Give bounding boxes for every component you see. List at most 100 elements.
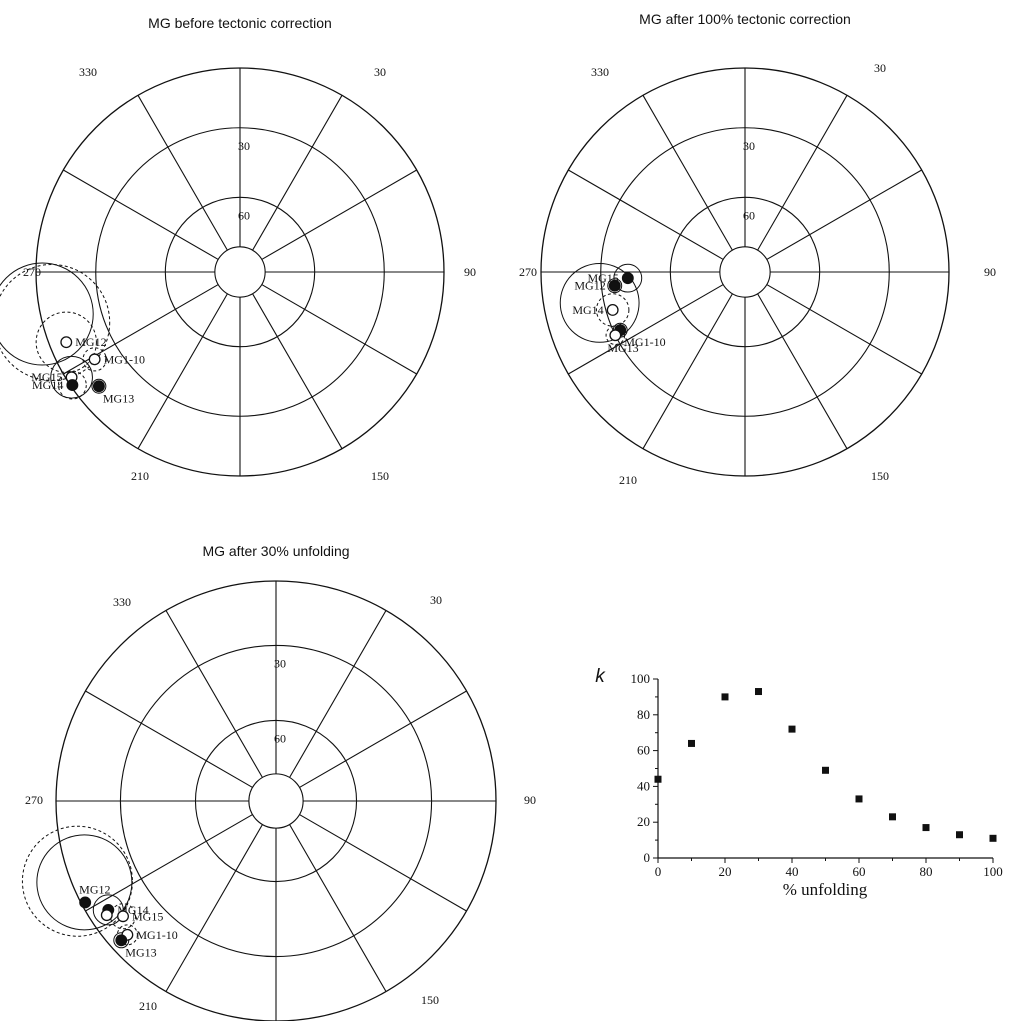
site-label-MG15: MG15	[31, 370, 62, 384]
azimuth-label-210: 210	[139, 999, 157, 1013]
data-point-10	[989, 834, 997, 842]
azimuth-spoke-210	[165, 824, 263, 992]
azimuth-label-30: 30	[430, 593, 442, 607]
azimuth-spoke-150	[289, 824, 387, 992]
azimuth-spoke-30	[757, 95, 848, 251]
azimuth-label-90: 90	[464, 265, 476, 279]
site-marker-MG13	[92, 380, 105, 393]
data-point-0	[654, 775, 662, 783]
a95-circle-MG14	[57, 370, 87, 400]
site-marker-MG12	[60, 336, 73, 349]
inclination-ring-80	[719, 246, 771, 298]
site-marker-MG12	[608, 279, 621, 292]
data-point-6	[855, 795, 863, 803]
a95-circle-mean-6	[0, 262, 94, 366]
site-marker-MG13	[115, 934, 128, 947]
site-marker-MG13	[609, 329, 622, 342]
azimuth-label-270: 270	[23, 265, 41, 279]
azimuth-label-270: 270	[25, 793, 43, 807]
x-axis-label: % unfolding	[783, 880, 868, 899]
inclination-label-60: 60	[274, 731, 286, 745]
azimuth-label-210: 210	[619, 473, 637, 487]
chart-title: MG after 100% tectonic correction	[639, 11, 851, 27]
site-label-MG14: MG14	[572, 303, 603, 317]
azimuth-spoke-210	[137, 293, 228, 449]
azimuth-spoke-120	[766, 284, 922, 375]
site-marker-MG14	[66, 379, 79, 392]
a95-circle-MG1-10	[82, 347, 107, 372]
site-marker-MG15	[117, 910, 129, 923]
data-point-8	[922, 824, 930, 832]
azimuth-label-330: 330	[79, 65, 97, 79]
a95-circle-mean-7	[21, 825, 133, 937]
data-point-2	[721, 693, 729, 701]
data-point-1	[688, 739, 695, 747]
y-tick-label-0: 0	[644, 850, 651, 865]
site-label-MG13: MG13	[103, 391, 134, 405]
site-label-MG12: MG12	[574, 279, 605, 293]
site-marker-MG1-10	[88, 353, 101, 366]
site-marker-MG14	[606, 303, 619, 316]
azimuth-spoke-60	[299, 690, 467, 788]
data-point-4	[788, 725, 796, 733]
azimuth-spoke-120	[299, 814, 467, 912]
azimuth-spoke-210	[642, 293, 733, 449]
azimuth-label-150: 150	[371, 469, 389, 483]
a95-circle-MG15	[50, 355, 93, 399]
y-tick-label-80: 80	[637, 707, 650, 722]
stereonet-before-correction: MG before tectonic correction 30 90 150 210 2…	[0, 15, 476, 483]
x-tick-label-40: 40	[786, 864, 799, 879]
site-marker-MG15	[621, 272, 634, 285]
x-tick-label-100: 100	[983, 864, 1003, 879]
azimuth-spoke-300	[63, 169, 219, 260]
a95-circle-MG14	[595, 293, 630, 327]
inclination-label-30: 30	[238, 139, 250, 153]
azimuth-spoke-240	[568, 284, 724, 375]
azimuth-label-150: 150	[421, 993, 439, 1007]
a95-circle-MG12	[35, 311, 97, 373]
x-tick-label-0: 0	[655, 864, 662, 879]
a95-circle-mean-6	[36, 834, 133, 931]
azimuth-spoke-330	[137, 95, 228, 251]
azimuth-spoke-330	[642, 95, 733, 251]
azimuth-spoke-150	[757, 293, 848, 449]
chart-title: MG before tectonic correction	[148, 15, 332, 31]
site-label-MG14: MG14	[32, 378, 63, 392]
azimuth-spoke-60	[766, 169, 922, 260]
azimuth-label-330: 330	[113, 595, 131, 609]
azimuth-label-90: 90	[524, 793, 536, 807]
x-tick-label-80: 80	[920, 864, 933, 879]
chart-title: MG after 30% unfolding	[202, 543, 349, 559]
a95-circle-mean-5	[559, 262, 640, 343]
azimuth-spoke-240	[85, 814, 253, 912]
stereonet-after-30-unfolding: MG after 30% unfolding 30 90 150 210 270 330 30…	[21, 543, 536, 1021]
site-label-MG15: MG15	[132, 909, 163, 923]
azimuth-spoke-30	[252, 95, 343, 251]
a95-circle-mean-5	[0, 264, 111, 381]
azimuth-label-210: 210	[131, 469, 149, 483]
data-point-9	[956, 831, 963, 839]
y-tick-label-60: 60	[637, 743, 650, 758]
inclination-ring-80	[248, 773, 304, 829]
x-tick-label-20: 20	[719, 864, 732, 879]
x-tick-label-60: 60	[853, 864, 866, 879]
a95-circle-MG1-10	[116, 924, 138, 946]
inclination-label-30: 30	[274, 656, 286, 670]
azimuth-spoke-300	[85, 690, 253, 788]
stereonet-after-100-correction: MG after 100% tectonic correction 30 90 150…	[519, 11, 996, 487]
data-point-3	[755, 688, 762, 696]
site-label-MG12: MG12	[79, 882, 110, 896]
site-marker-MG12	[79, 896, 92, 909]
y-tick-label-100: 100	[631, 671, 651, 686]
y-axis-label: k	[595, 666, 606, 687]
azimuth-spoke-120	[261, 284, 417, 375]
data-point-5	[822, 766, 829, 774]
site-label-MG1-10: MG1-10	[104, 352, 145, 366]
azimuth-label-150: 150	[871, 469, 889, 483]
azimuth-spoke-150	[252, 293, 343, 449]
site-label-MG1-10: MG1-10	[624, 335, 665, 349]
azimuth-label-330: 330	[591, 65, 609, 79]
inclination-label-60: 60	[743, 208, 755, 222]
y-tick-label-20: 20	[637, 814, 650, 829]
a95-circle-MG13	[605, 325, 626, 346]
